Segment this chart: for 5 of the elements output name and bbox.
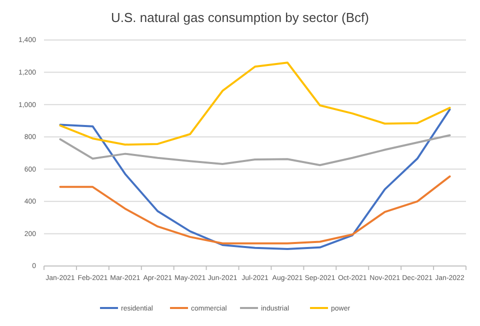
line-series: [59, 175, 451, 244]
line-series: [59, 134, 451, 166]
chart-title: U.S. natural gas consumption by sector (Bcf): [111, 10, 369, 25]
line-series: [59, 108, 451, 250]
line-series: [59, 62, 451, 146]
